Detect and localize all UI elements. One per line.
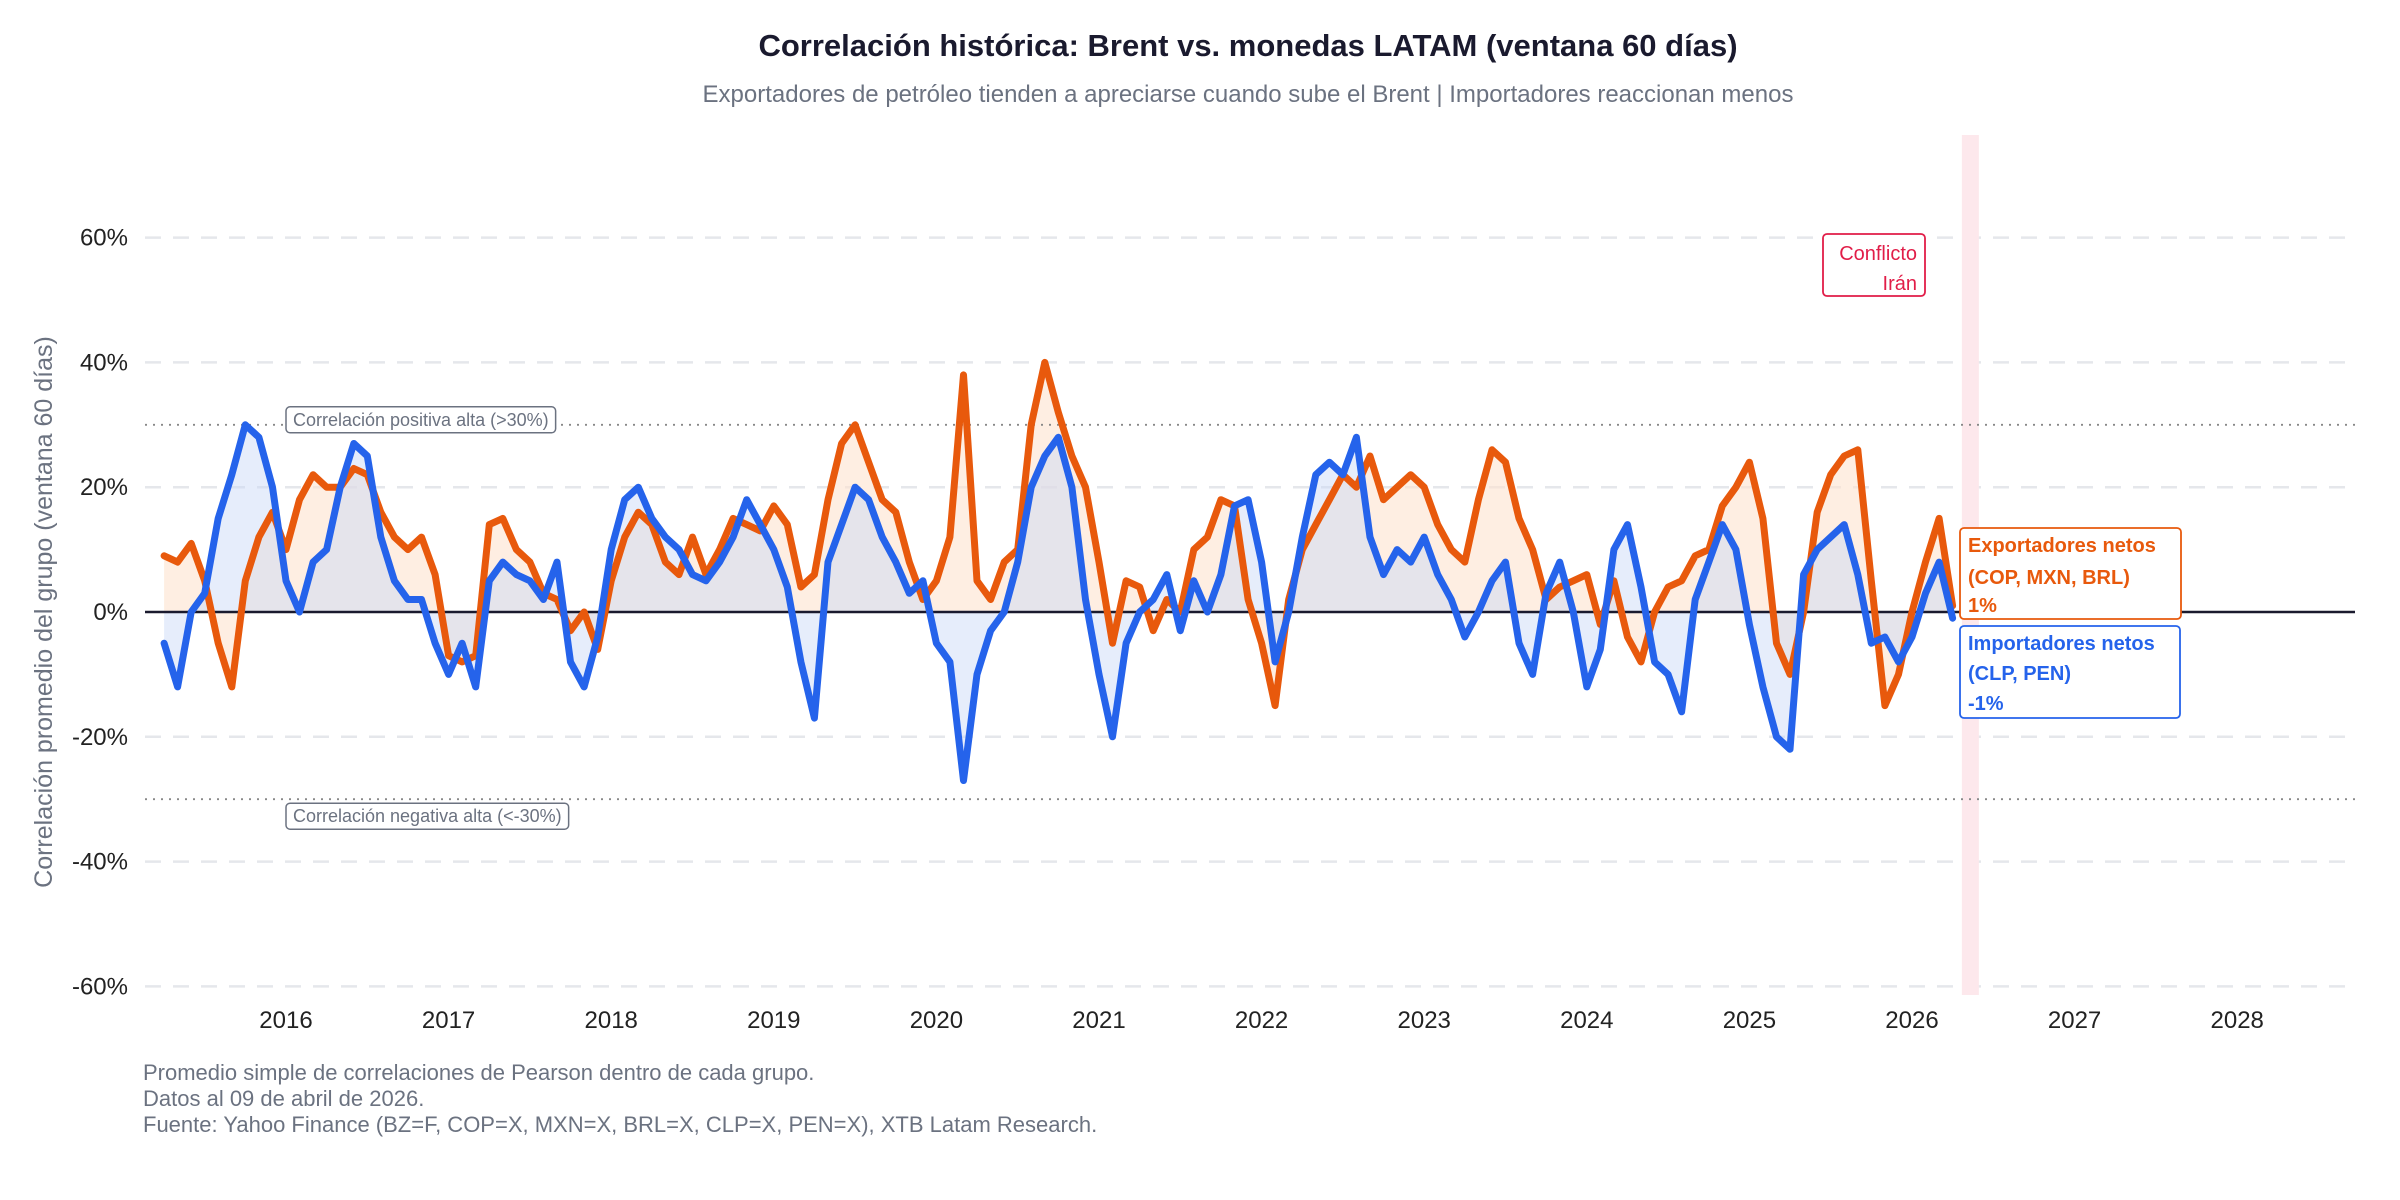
x-tick-label: 2026 [1885, 1007, 1938, 1034]
event-annotation: Conflicto Irán [1822, 233, 1926, 297]
exporters-label-line2: (COP, MXN, BRL) [1968, 567, 2130, 589]
exporters-label-line1: Exportadores netos [1968, 535, 2156, 557]
x-tick-label: 2019 [747, 1007, 800, 1034]
area-fills [164, 362, 1953, 781]
importers-label-value: -1% [1968, 693, 2004, 715]
y-tick-label: -20% [72, 724, 128, 751]
y-axis: 60% 40% 20% 0% -20% -40% -60% [72, 225, 128, 1001]
importers-end-label: Importadores netos (CLP, PEN) -1% [1959, 625, 2181, 719]
y-tick-label: 40% [80, 349, 128, 376]
footer-line2: Datos al 09 de abril de 2026. [143, 1086, 424, 1111]
importers-label-line1: Importadores netos [1968, 633, 2155, 655]
x-tick-label: 2020 [910, 1007, 963, 1034]
reference-label-box [285, 406, 557, 434]
y-axis-label: Correlación promedio del grupo (ventana … [30, 336, 58, 888]
series-fill-0 [164, 362, 1953, 706]
y-tick-label: 0% [93, 599, 128, 626]
event-label-line2: Irán [1883, 273, 1917, 295]
y-tick-label: -60% [72, 973, 128, 1000]
reference-label-box [285, 802, 570, 830]
x-axis: 2016 2017 2018 2019 2020 2021 2022 2023 2024 2025… [259, 1007, 2264, 1034]
chart-subtitle: Exportadores de petróleo tienden a aprec… [703, 81, 1794, 108]
reference-lines: Correlación positiva alta (>30%) Correlac… [145, 406, 2355, 830]
x-tick-label: 2022 [1235, 1007, 1288, 1034]
x-tick-label: 2017 [422, 1007, 475, 1034]
footer-line1: Promedio simple de correlaciones de Pear… [143, 1060, 814, 1085]
exporters-line [160, 358, 1957, 710]
x-tick-label: 2025 [1723, 1007, 1776, 1034]
reference-label: Correlación negativa alta (<-30%) [293, 806, 562, 826]
x-tick-label: 2024 [1560, 1007, 1613, 1034]
chart-title: Correlación histórica: Brent vs. monedas… [758, 28, 1737, 63]
series-lines [160, 358, 1957, 784]
x-tick-label: 2023 [1398, 1007, 1451, 1034]
x-tick-label: 2018 [585, 1007, 638, 1034]
grid-lines [145, 236, 2355, 988]
importers-label-line2: (CLP, PEN) [1968, 663, 2071, 685]
importers-line [160, 421, 1957, 784]
exporters-end-label: Exportadores netos (COP, MXN, BRL) 1% [1959, 527, 2182, 620]
y-tick-label: 20% [80, 474, 128, 501]
x-tick-label: 2028 [2211, 1007, 2264, 1034]
y-tick-label: -40% [72, 849, 128, 876]
y-tick-label: 60% [80, 225, 128, 252]
series-fill-1 [164, 424, 1953, 781]
reference-label: Correlación positiva alta (>30%) [293, 410, 549, 430]
exporters-label-value: 1% [1968, 595, 1997, 617]
event-label-line1: Conflicto [1839, 243, 1917, 265]
footer-line3: Fuente: Yahoo Finance (BZ=F, COP=X, MXN=… [143, 1112, 1097, 1137]
x-tick-label: 2016 [259, 1007, 312, 1034]
x-tick-label: 2021 [1072, 1007, 1125, 1034]
x-tick-label: 2027 [2048, 1007, 2101, 1034]
